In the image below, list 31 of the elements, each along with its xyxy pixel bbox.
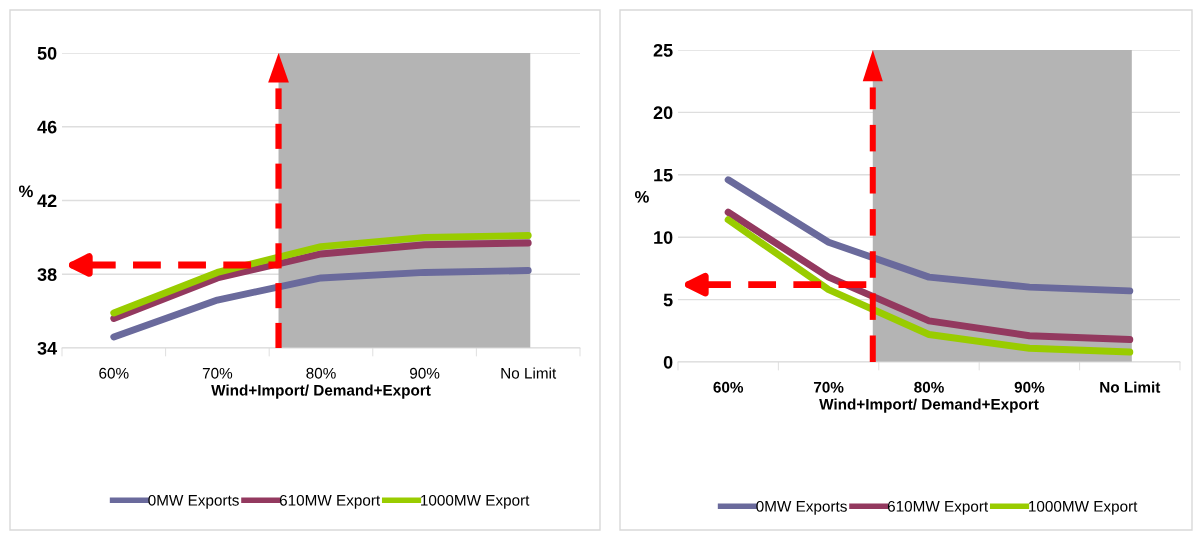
x-tick-label: 80% [306,367,336,379]
x-tick-label: 90% [410,367,440,379]
x-tick-label: 70% [813,381,844,393]
y-tick-label: 50 [37,46,57,60]
legend-label: 1000MW Export [421,494,530,509]
y-axis-title: % [18,185,33,198]
x-axis-title: Wind+Import/ Demand+Export [211,384,431,399]
x-tick-label: No Limit [501,367,557,379]
legend-label: 610MW Export [887,500,989,515]
y-tick-label: 38 [37,268,57,281]
legend-label: 1000MW Export [1029,500,1138,515]
y-tick-label: 20 [653,106,673,120]
y-tick-label: 5 [663,293,673,307]
y-tick-label: 34 [37,341,58,355]
legend-label: 610MW Export [279,494,381,509]
x-tick-label: No Limit [1100,381,1161,393]
x-tick-label: 80% [914,381,944,393]
y-axis-title: % [634,190,649,203]
x-tick-label: 60% [713,381,744,393]
x-tick-label: 60% [99,367,129,379]
legend-label: 0MW Exports [756,500,847,515]
x-axis-title: Wind+Import/ Demand+Export [819,398,1039,413]
x-tick-label: 70% [202,367,233,379]
y-tick-label: 25 [653,43,673,57]
x-tick-label: 90% [1014,381,1045,393]
y-tick-label: 15 [654,168,673,182]
y-tick-label: 0 [663,355,673,369]
legend-label: 0MW Exports [148,494,239,509]
y-tick-label: 46 [37,120,57,134]
y-tick-label: 42 [37,194,57,208]
y-tick-label: 10 [654,231,673,244]
